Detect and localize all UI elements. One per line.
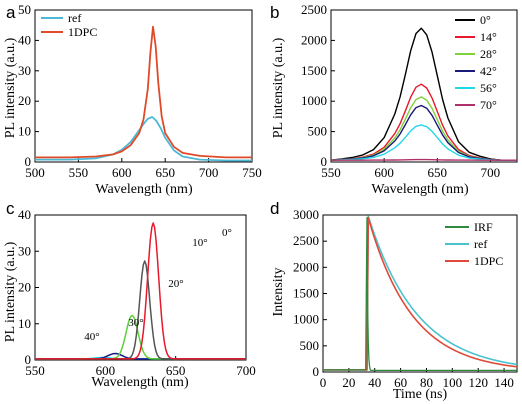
panel-d-ylabel: Intensity [271, 268, 286, 317]
panel-b-ylabel: PL intensity (a.u.) [271, 37, 286, 138]
panel-b-series-70° [331, 158, 517, 161]
panel-a-ylabel: PL intensity (a.u.) [3, 37, 18, 138]
panel-a-xtick-label: 600 [112, 165, 132, 180]
panel-a-ytick-label: 0 [25, 154, 32, 169]
panel-b-legend-label: 14° [480, 30, 497, 44]
panel-c-ytick-label: 30 [18, 243, 31, 258]
panel-d-xtick-label: 0 [320, 375, 327, 390]
panel-d-ytick-label: 2000 [293, 259, 319, 274]
panel-b-ytick-label: 2500 [301, 2, 327, 17]
panel-b-xtick-label: 600 [374, 165, 394, 180]
panel-b-plot: 550 600 650 700 0 500 1000 1500 2000 2500 0° 14° 28°… [301, 2, 518, 180]
panel-d-series-1DPC [322, 216, 518, 371]
panel-letter-a: a [6, 3, 16, 22]
panel-d-series-IRF [322, 216, 518, 372]
panel-c-xtick-label: 600 [96, 363, 116, 378]
panel-b-ytick-label: 2000 [301, 32, 327, 47]
panel-b-series-56° [330, 124, 517, 161]
panel-a-xtick-label: 550 [69, 165, 89, 180]
panel-d-plot: 0 20 40 60 80 100 120 140 0 500 1000 1500 2000 2500 30… [293, 207, 518, 390]
panel-b-xtick-label: 550 [321, 165, 341, 180]
panel-b-legend-label: 28° [480, 47, 497, 61]
panel-c-ytick-label: 20 [18, 280, 31, 295]
panel-d-legend-label: 1DPC [474, 254, 503, 268]
panel-a-ytick-label: 20 [18, 93, 31, 108]
panel-c-series-30° [35, 352, 246, 360]
panel-d-ytick-label: 3000 [293, 207, 319, 222]
panel-c-annotation: 0° [222, 227, 232, 239]
panel-c-ylabel: PL intensity (a.u.) [3, 241, 18, 342]
panel-b-frame [330, 9, 518, 163]
panel-b-xtick-label: 650 [428, 165, 448, 180]
panel-a-legend-label: ref [68, 11, 81, 25]
panel-a-xlabel: Wavelength (nm) [95, 182, 193, 197]
panel-b-legend-label: 42° [480, 64, 497, 78]
panel-a-xtick-label: 500 [25, 165, 45, 180]
panel-d-legend-label: ref [474, 237, 487, 251]
panel-letter-b: b [270, 3, 279, 22]
panel-d-ytick-label: 0 [313, 364, 320, 379]
panel-d-xtick-label: 40 [368, 375, 381, 390]
panel-b-ytick-label: 500 [308, 124, 328, 139]
panel-d-frame [322, 214, 518, 373]
panel-d-xtick-label: 100 [443, 375, 463, 390]
panel-c-ytick-label: 10 [18, 316, 31, 331]
panel-c-ytick-label: 0 [25, 352, 32, 367]
panel-b-series-0° [330, 27, 517, 161]
panel-c-xtick-label: 700 [236, 363, 256, 378]
panel-d-xlabel: Time (ns) [393, 387, 448, 402]
panel-d-series-ref [322, 215, 518, 371]
panel-b-xlabel: Wavelength (nm) [371, 182, 469, 197]
panel-c-annotation: 30° [128, 317, 143, 329]
panel-b-ytick-label: 1000 [301, 93, 327, 108]
panel-d-xtick-label: 60 [394, 375, 407, 390]
panel-a-ytick-label: 40 [18, 32, 31, 47]
panel-b-series-14° [330, 83, 517, 161]
panel-d-xtick-label: 20 [342, 375, 355, 390]
panel-d-legend-label: IRF [474, 220, 493, 234]
panel-c-series-0° [35, 222, 246, 360]
panel-c-annotation: 10° [192, 237, 207, 249]
panel-a-series-ref [35, 116, 252, 162]
panel-a-xtick-label: 650 [155, 165, 175, 180]
panel-b-ytick-label: 0 [321, 154, 328, 169]
panel-d-ytick-label: 500 [300, 338, 320, 353]
panel-a-frame [34, 9, 253, 163]
panel-d-xtick-label: 80 [420, 375, 433, 390]
panel-b-series-42° [330, 104, 517, 161]
panel-letter-c: c [6, 199, 15, 218]
panel-c-xlabel: Wavelength (nm) [91, 375, 189, 390]
panel-letter-d: d [270, 199, 279, 218]
panel-c-xtick-label: 650 [166, 363, 186, 378]
panel-c-ytick-label: 40 [18, 207, 31, 222]
panel-a-ytick-label: 10 [18, 124, 31, 139]
panel-a-series-1DPC [35, 25, 252, 159]
panel-b-xtick-label: 700 [481, 165, 501, 180]
panel-a-ytick-label: 50 [18, 2, 31, 17]
panel-d-ytick-label: 1500 [293, 286, 319, 301]
panel-a-ytick-label: 30 [18, 63, 31, 78]
panel-d-ytick-label: 1000 [293, 312, 319, 327]
panel-a-xtick-label: 750 [242, 165, 262, 180]
panel-a-xtick-label: 700 [199, 165, 219, 180]
panel-c-plot: 550 600 650 700 0 10 20 30 40 0° 10° 20° 30° 40° [18, 207, 256, 378]
panel-d-xtick-label: 120 [468, 375, 488, 390]
panel-d-ytick-label: 2500 [293, 233, 319, 248]
panel-b-legend-label: 56° [480, 81, 497, 95]
panel-b-ytick-label: 1500 [301, 63, 327, 78]
panel-c-annotation: 40° [84, 331, 99, 343]
panel-b-legend-label: 0° [480, 13, 491, 27]
panel-a-legend-label: 1DPC [68, 25, 97, 39]
panel-c-xtick-label: 550 [25, 363, 45, 378]
panel-b-legend-label: 70° [480, 98, 497, 112]
panel-c-annotation: 20° [168, 278, 183, 290]
panel-d-xtick-label: 140 [494, 375, 514, 390]
